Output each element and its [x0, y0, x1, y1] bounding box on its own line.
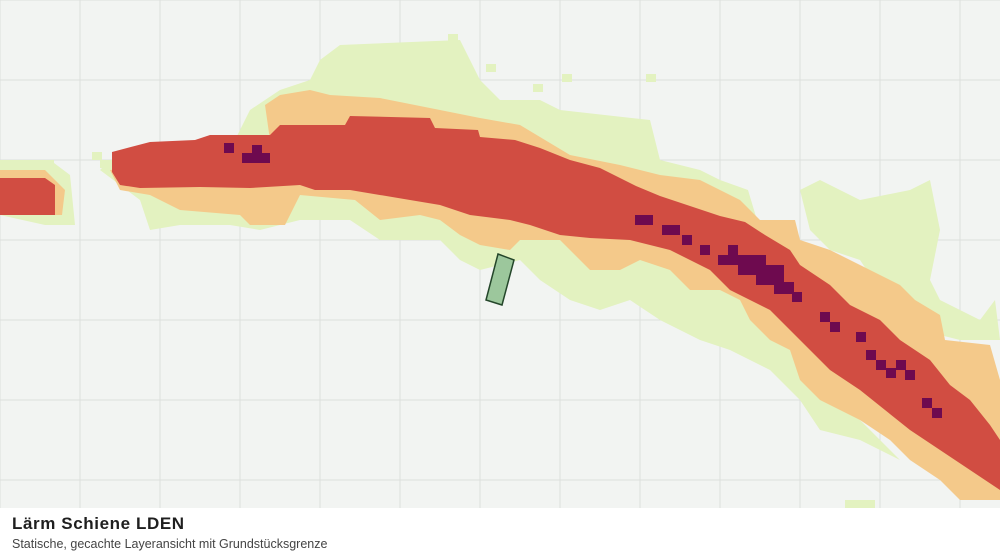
medium-zone-main [110, 90, 1000, 500]
very-high-noise-cell [635, 215, 653, 225]
very-high-noise-cell [922, 398, 932, 408]
very-high-noise-cell [252, 145, 262, 155]
light-noise-cell [646, 74, 656, 82]
very-high-noise-cell [728, 245, 738, 255]
very-high-noise-cell [820, 312, 830, 322]
light-zone-south [845, 500, 875, 508]
very-high-noise-cell [662, 225, 680, 235]
very-high-noise-cell [682, 235, 692, 245]
light-noise-cell [486, 64, 496, 72]
light-noise-cell [0, 160, 18, 168]
noise-zone-high [0, 116, 1000, 490]
very-high-noise-cell [756, 265, 784, 285]
high-zone-main [112, 116, 1000, 490]
map-caption: Lärm Schiene LDEN Statische, gecachte La… [0, 508, 1000, 560]
very-high-noise-cell [830, 322, 840, 332]
light-noise-cell [36, 160, 54, 168]
light-noise-cell [448, 34, 458, 42]
light-noise-cell [562, 74, 572, 82]
very-high-noise-cell [792, 292, 802, 302]
light-noise-cell [533, 84, 543, 92]
very-high-noise-cell [224, 143, 234, 153]
light-zone-east [800, 180, 1000, 340]
very-high-noise-cell [886, 368, 896, 378]
light-noise-cell [92, 152, 102, 160]
very-high-noise-cell [242, 153, 270, 163]
layer-title: Lärm Schiene LDEN [12, 514, 185, 533]
noise-zone-very-high [224, 143, 942, 418]
very-high-noise-cell [896, 360, 906, 370]
very-high-noise-cell [876, 360, 886, 370]
light-noise-cell [100, 160, 110, 168]
very-high-noise-cell [905, 370, 915, 380]
property-boundary[interactable] [485, 253, 515, 306]
very-high-noise-cell [866, 350, 876, 360]
very-high-noise-cell [932, 408, 942, 418]
very-high-noise-cell [856, 332, 866, 342]
very-high-noise-cell [700, 245, 710, 255]
high-zone-west [0, 178, 55, 215]
layer-subtitle: Statische, gecachte Layeransicht mit Gru… [12, 537, 328, 551]
very-high-noise-cell [774, 282, 794, 294]
